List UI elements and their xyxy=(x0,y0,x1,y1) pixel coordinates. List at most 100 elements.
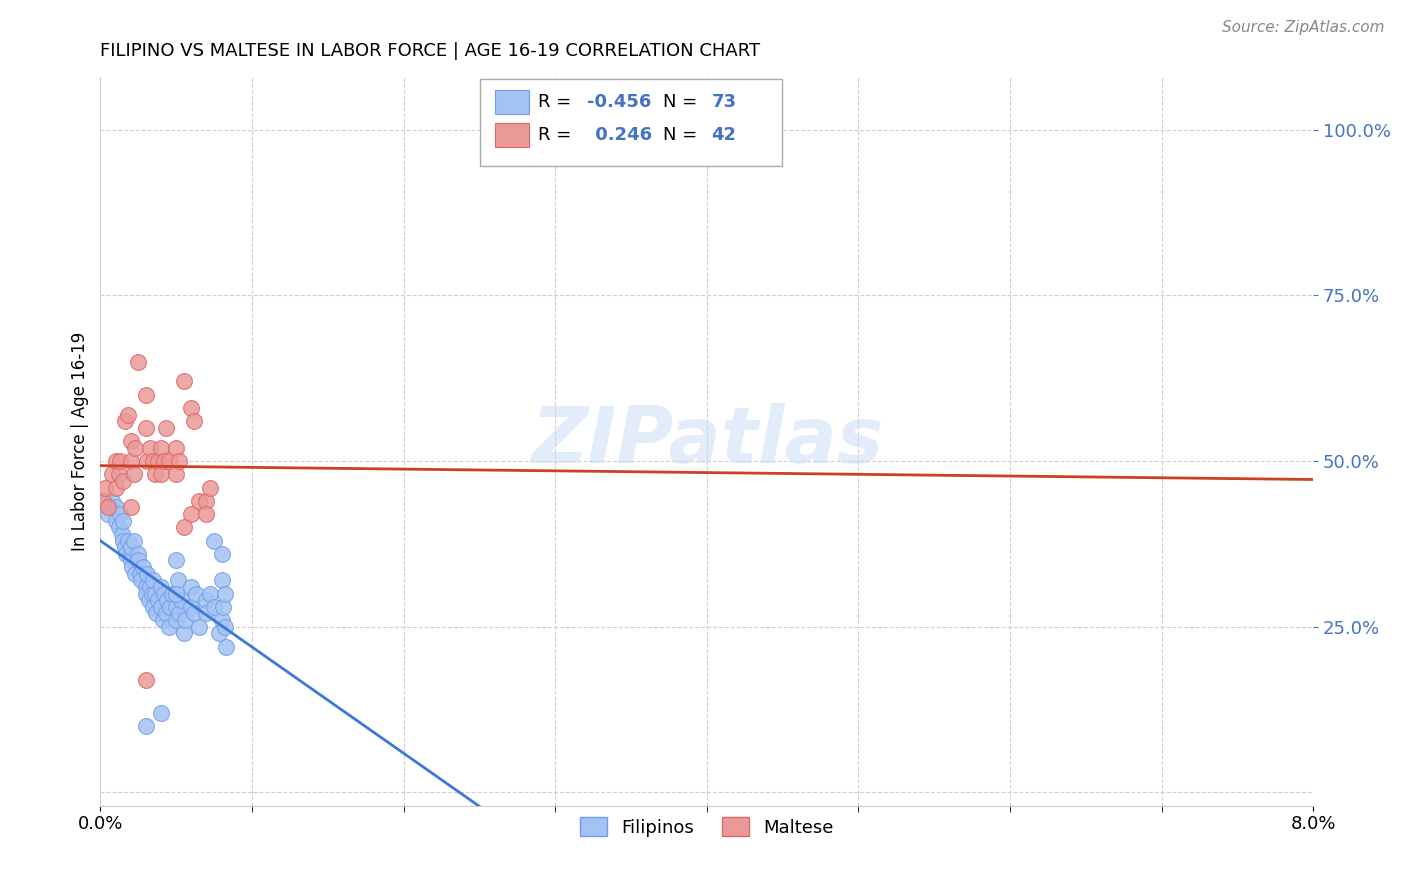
Point xyxy=(150,580,173,594)
Text: N =: N = xyxy=(664,93,703,112)
Point xyxy=(120,540,142,554)
Text: FILIPINO VS MALTESE IN LABOR FORCE | AGE 16-19 CORRELATION CHART: FILIPINO VS MALTESE IN LABOR FORCE | AGE… xyxy=(100,42,761,60)
Point xyxy=(135,719,157,733)
FancyBboxPatch shape xyxy=(495,123,529,146)
Point xyxy=(150,706,173,720)
Point xyxy=(139,580,162,594)
Point xyxy=(120,553,142,567)
Point xyxy=(215,640,238,654)
Point xyxy=(124,441,146,455)
Point xyxy=(139,441,162,455)
Point xyxy=(195,607,218,621)
Point xyxy=(155,607,177,621)
Point xyxy=(120,454,142,468)
Point xyxy=(129,574,152,588)
Point xyxy=(112,514,135,528)
Point xyxy=(107,520,129,534)
Point xyxy=(141,586,163,600)
Point xyxy=(142,454,165,468)
Point xyxy=(132,560,155,574)
Point xyxy=(150,441,173,455)
Point xyxy=(180,580,202,594)
Point xyxy=(97,500,120,515)
Point xyxy=(195,593,218,607)
Point xyxy=(214,620,236,634)
Text: ZIPatlas: ZIPatlas xyxy=(530,403,883,479)
Point xyxy=(112,533,135,548)
Point xyxy=(155,421,177,435)
Point xyxy=(160,586,183,600)
Point xyxy=(93,493,115,508)
Point xyxy=(180,599,202,614)
Point xyxy=(136,566,159,581)
Y-axis label: In Labor Force | Age 16-19: In Labor Force | Age 16-19 xyxy=(72,332,89,550)
FancyBboxPatch shape xyxy=(479,78,782,166)
Point xyxy=(159,599,181,614)
Point xyxy=(211,547,233,561)
Point xyxy=(143,586,166,600)
Point xyxy=(120,547,142,561)
Point xyxy=(146,454,169,468)
Point xyxy=(180,401,202,415)
Point xyxy=(214,586,236,600)
Point xyxy=(104,500,127,515)
Point xyxy=(183,607,205,621)
Point xyxy=(110,527,132,541)
Point xyxy=(152,613,174,627)
Point xyxy=(142,574,165,588)
Point xyxy=(165,553,187,567)
Point xyxy=(117,408,139,422)
Point xyxy=(94,481,117,495)
Point xyxy=(207,626,229,640)
Point xyxy=(97,507,120,521)
Point xyxy=(135,421,157,435)
Text: N =: N = xyxy=(664,126,703,144)
Point xyxy=(184,586,207,600)
Point xyxy=(173,375,195,389)
Point xyxy=(173,520,195,534)
Point xyxy=(112,474,135,488)
Text: 42: 42 xyxy=(711,126,737,144)
Point xyxy=(165,441,187,455)
Point xyxy=(124,566,146,581)
Point xyxy=(167,454,190,468)
Point xyxy=(202,533,225,548)
Point xyxy=(135,388,157,402)
Point xyxy=(145,607,167,621)
Point xyxy=(122,467,145,482)
Point xyxy=(127,354,149,368)
FancyBboxPatch shape xyxy=(495,90,529,114)
Point xyxy=(198,586,221,600)
Point xyxy=(94,493,117,508)
Text: 73: 73 xyxy=(711,93,737,112)
Point xyxy=(128,566,150,581)
Point xyxy=(153,454,176,468)
Point xyxy=(211,613,233,627)
Point xyxy=(202,599,225,614)
Point xyxy=(127,547,149,561)
Point xyxy=(187,493,209,508)
Point xyxy=(104,514,127,528)
Point xyxy=(150,599,173,614)
Point xyxy=(195,493,218,508)
Point xyxy=(180,507,202,521)
Text: -0.456: -0.456 xyxy=(586,93,651,112)
Point xyxy=(120,434,142,449)
Point xyxy=(150,467,173,482)
Point xyxy=(121,560,143,574)
Text: Source: ZipAtlas.com: Source: ZipAtlas.com xyxy=(1222,20,1385,35)
Point xyxy=(187,620,209,634)
Point xyxy=(117,533,139,548)
Text: 0.246: 0.246 xyxy=(589,126,652,144)
Point xyxy=(108,507,131,521)
Point xyxy=(142,599,165,614)
Point xyxy=(120,500,142,515)
Point xyxy=(101,467,124,482)
Point xyxy=(115,547,138,561)
Point xyxy=(165,613,187,627)
Point xyxy=(170,593,193,607)
Point xyxy=(135,673,157,687)
Point xyxy=(138,593,160,607)
Point xyxy=(195,507,218,521)
Legend: Filipinos, Maltese: Filipinos, Maltese xyxy=(574,810,841,844)
